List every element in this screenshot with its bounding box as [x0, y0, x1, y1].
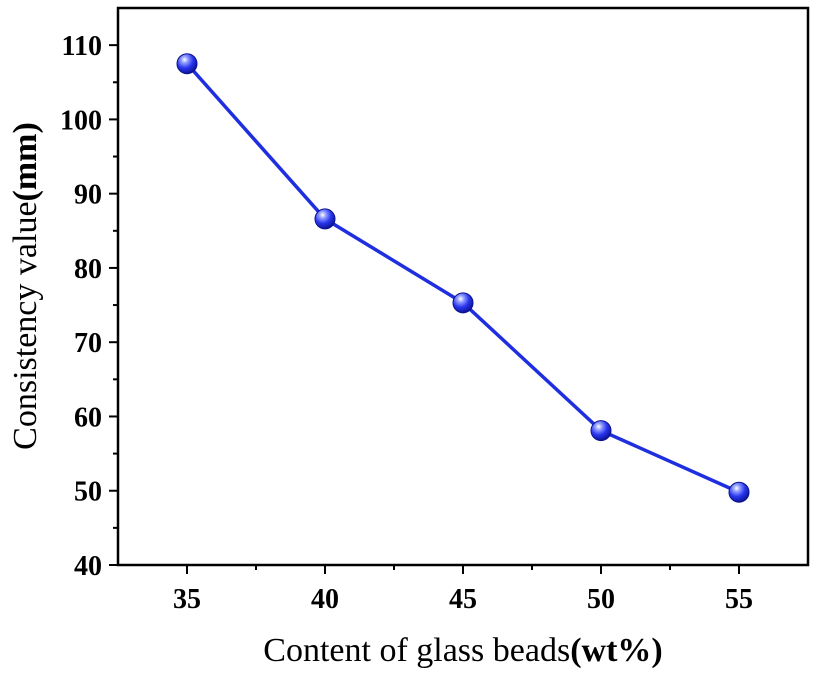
y-tick-label: 40	[74, 551, 102, 582]
series-line	[185, 62, 740, 494]
plot-frame	[116, 6, 810, 567]
y-tick-label: 70	[74, 328, 102, 359]
y-tick-label: 50	[74, 477, 102, 508]
x-tick-label: 45	[449, 584, 477, 615]
data-point	[452, 292, 474, 314]
x-axis-unit: (wt%)	[570, 632, 663, 669]
y-tick-label: 90	[74, 180, 102, 211]
x-tick-label: 35	[173, 584, 201, 615]
y-axis: 40 50 60 70 80 90 100 110	[60, 31, 118, 582]
y-axis-unit: (mm)	[7, 122, 44, 201]
x-axis: 35 40 45 50 55	[173, 565, 753, 615]
x-tick-label: 50	[587, 584, 615, 615]
x-tick-label: 55	[725, 584, 753, 615]
y-tick-label: 110	[62, 31, 102, 62]
data-point	[314, 208, 336, 230]
data-point	[176, 53, 198, 75]
data-point	[728, 481, 750, 503]
series-consistency	[176, 53, 750, 503]
x-axis-title: Content of glass beads(wt%)	[263, 632, 662, 669]
y-axis-title: Consistency value(mm)	[7, 122, 44, 450]
data-point	[590, 420, 612, 442]
y-tick-label: 100	[60, 105, 102, 136]
y-tick-label: 60	[74, 402, 102, 433]
x-tick-label: 40	[311, 584, 339, 615]
y-tick-label: 80	[74, 254, 102, 285]
